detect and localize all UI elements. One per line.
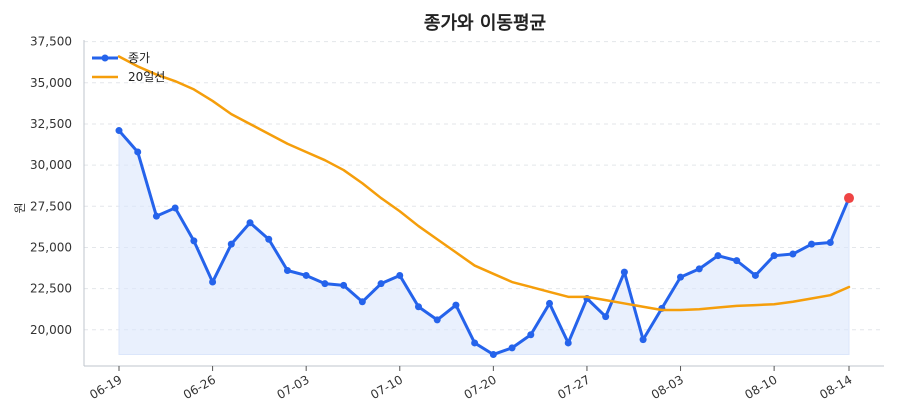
data-point bbox=[171, 204, 179, 212]
data-point bbox=[340, 281, 348, 289]
x-tick-label: 08-03 bbox=[649, 372, 686, 402]
y-tick-label: 22,500 bbox=[30, 282, 72, 296]
chart-title: 종가와 이동평균 bbox=[424, 13, 546, 34]
data-point bbox=[770, 252, 778, 260]
legend-label-ma20: 20일선 bbox=[128, 70, 165, 84]
data-point bbox=[283, 267, 291, 275]
y-tick-label: 27,500 bbox=[30, 199, 72, 213]
x-tick-label: 07-10 bbox=[368, 372, 405, 402]
data-point bbox=[209, 278, 217, 286]
data-point bbox=[152, 212, 160, 220]
data-point bbox=[377, 280, 385, 288]
y-tick-label: 32,500 bbox=[30, 117, 72, 131]
data-point bbox=[265, 235, 273, 243]
data-point bbox=[677, 273, 685, 281]
data-point bbox=[452, 301, 460, 309]
x-tick-label: 07-27 bbox=[555, 372, 592, 402]
data-point bbox=[808, 240, 816, 248]
data-point bbox=[134, 148, 142, 156]
last-point-marker bbox=[844, 193, 854, 204]
x-tick-label: 08-10 bbox=[742, 372, 779, 402]
data-point bbox=[639, 336, 647, 344]
x-tick-label: 07-03 bbox=[274, 372, 311, 402]
legend: 종가 20일선 bbox=[92, 51, 165, 84]
x-tick-label: 07-20 bbox=[462, 372, 499, 402]
data-point bbox=[789, 250, 797, 258]
data-point bbox=[733, 257, 741, 265]
y-tick-label: 30,000 bbox=[30, 158, 72, 172]
data-point bbox=[471, 339, 479, 347]
y-tick-label: 20,000 bbox=[30, 323, 72, 337]
data-point bbox=[751, 271, 759, 279]
axes-layer bbox=[83, 40, 884, 367]
series-layer bbox=[115, 55, 854, 358]
data-point bbox=[602, 313, 610, 321]
x-tick-label: 06-19 bbox=[87, 372, 124, 402]
data-point bbox=[414, 303, 422, 311]
data-point bbox=[564, 339, 572, 347]
y-axis-label: 원 bbox=[13, 202, 27, 213]
data-point bbox=[714, 252, 722, 260]
data-point bbox=[826, 239, 834, 247]
data-point bbox=[227, 240, 235, 248]
data-point bbox=[246, 219, 254, 227]
data-point bbox=[115, 127, 123, 135]
series-line-close bbox=[117, 129, 851, 356]
data-point bbox=[358, 298, 366, 306]
legend-label-close: 종가 bbox=[128, 51, 150, 65]
data-point bbox=[190, 237, 198, 245]
data-point bbox=[302, 271, 310, 279]
data-point bbox=[527, 331, 535, 339]
data-point bbox=[321, 280, 329, 288]
data-point bbox=[620, 268, 628, 276]
y-tick-label: 25,000 bbox=[30, 240, 72, 254]
y-tick-label: 35,000 bbox=[30, 76, 72, 90]
data-point bbox=[508, 344, 516, 352]
data-point bbox=[396, 271, 404, 279]
series-line-ma20 bbox=[117, 55, 851, 312]
data-point bbox=[489, 350, 497, 358]
y-tick-label: 37,500 bbox=[30, 35, 72, 49]
data-point bbox=[433, 316, 441, 324]
x-tick-label: 08-14 bbox=[817, 372, 854, 402]
legend-marker-close bbox=[101, 54, 109, 62]
data-point bbox=[546, 299, 554, 307]
data-point bbox=[695, 265, 703, 273]
x-tick-label: 06-26 bbox=[181, 372, 218, 402]
